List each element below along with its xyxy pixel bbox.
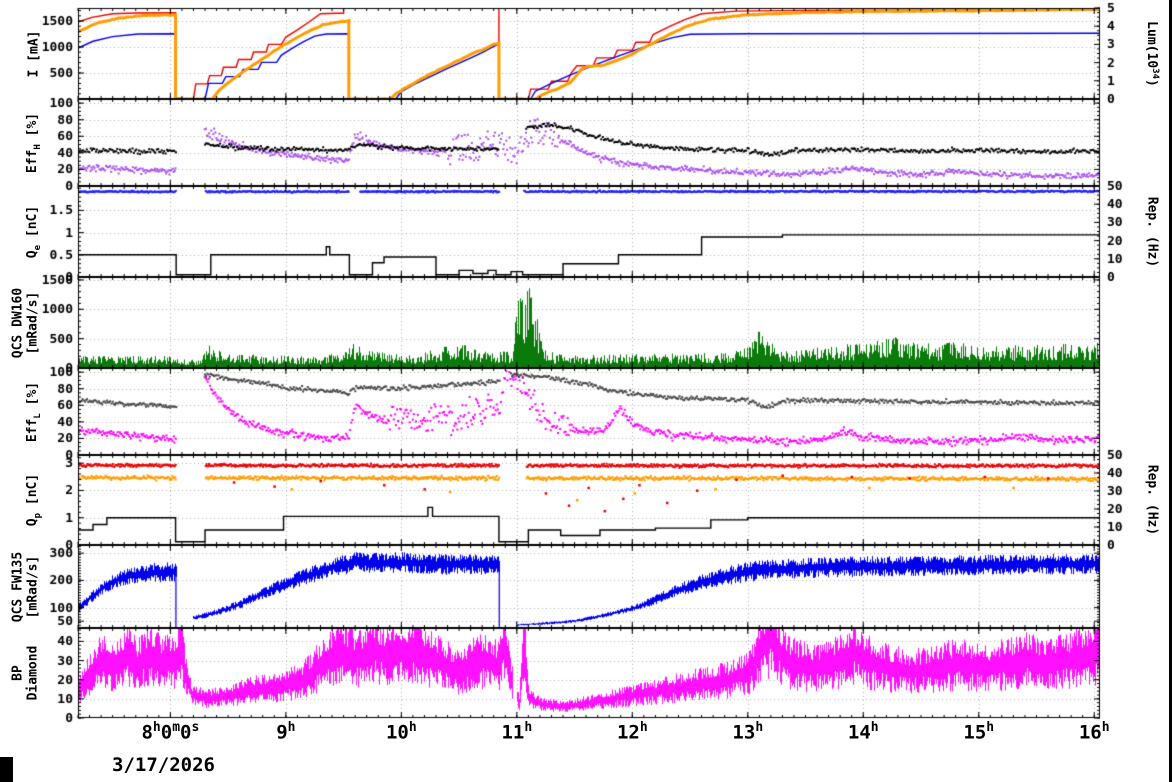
x-tick-label: 10h bbox=[385, 720, 417, 744]
x-tick-label: 15h bbox=[963, 720, 995, 744]
axis-label-left: Qe [nC] bbox=[25, 205, 43, 258]
axis-label-left: EffH [%] bbox=[25, 112, 43, 173]
x-tick-label: 13h bbox=[732, 720, 764, 744]
x-tick-label: 8h0m0s bbox=[141, 720, 200, 744]
x-tick-label: 14h bbox=[847, 720, 879, 744]
axis-label-left: Qp [nC] bbox=[25, 473, 43, 527]
x-tick-label: 12h bbox=[616, 720, 648, 744]
x-tick-label: 16h bbox=[1078, 720, 1110, 744]
x-tick-label: 9h bbox=[276, 720, 296, 744]
axis-label-left: [mRad/s] bbox=[25, 555, 41, 618]
axis-label-left: EffL [%] bbox=[25, 381, 43, 442]
axis-label-left: QCS FW135 bbox=[10, 551, 26, 622]
window-corner bbox=[0, 757, 13, 782]
axis-label-right: Rep. (Hz) bbox=[1144, 464, 1160, 536]
axis-label-right: Lum(1034) bbox=[1143, 20, 1161, 87]
window-border-right bbox=[1169, 0, 1172, 782]
axis-label-left: QCS DW160 bbox=[10, 287, 26, 358]
date-label: 3/17/2026 bbox=[112, 754, 215, 776]
axis-label-left: BP bbox=[10, 665, 26, 681]
x-tick-label: 11h bbox=[501, 720, 533, 744]
axis-label-right: Rep. (Hz) bbox=[1144, 196, 1160, 267]
axis-label-left: [mRad/s] bbox=[25, 291, 41, 354]
axis-label-left: Diamond bbox=[25, 645, 41, 701]
axis-label-left: I [mA] bbox=[26, 30, 42, 77]
